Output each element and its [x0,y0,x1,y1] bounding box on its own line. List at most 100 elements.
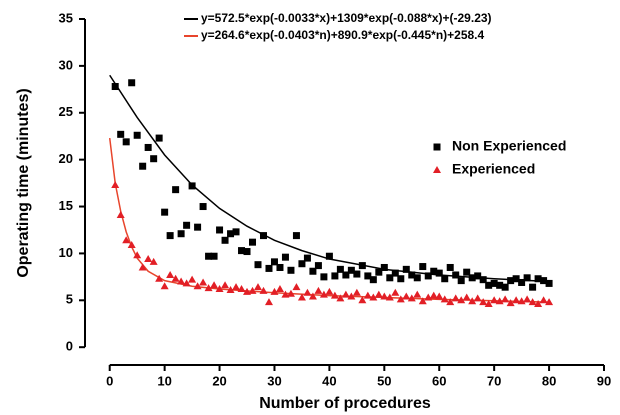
point [319,290,328,298]
point [375,268,383,276]
point [221,281,230,289]
point [435,269,443,277]
point [413,290,422,298]
point [429,291,438,299]
point [166,232,174,240]
point [463,268,471,276]
point [451,294,460,302]
point [232,283,241,291]
point [210,281,219,289]
point [446,298,455,306]
point [468,274,476,282]
x-tick-label: 30 [267,373,281,388]
point [457,296,466,304]
legend-swatch [433,143,441,151]
point [539,296,548,304]
point [216,226,224,234]
point [122,236,131,244]
point [353,270,361,278]
point [111,180,120,188]
point [232,228,240,236]
point [501,295,510,303]
legend-swatch [433,166,441,173]
point [358,262,366,270]
point [364,272,372,280]
point [193,282,202,290]
point [117,130,125,138]
point [468,297,477,305]
point [341,290,350,298]
point [249,238,257,246]
legend-label: y=572.5*exp(-0.0033*x)+1309*exp(-0.088*x… [201,11,492,25]
point [540,277,548,285]
point [204,284,213,292]
legend-label: y=264.6*exp(-0.0403*n)+890.9*exp(-0.445*… [201,28,485,42]
point [545,298,554,306]
point [386,274,394,282]
point [485,281,493,289]
x-tick-label: 40 [322,373,336,388]
point [523,274,531,282]
point [221,236,229,244]
point [264,298,273,306]
point [161,208,169,216]
point [292,283,301,291]
point [347,292,356,300]
point [243,248,251,256]
point [490,296,499,304]
point [545,279,553,287]
point [199,278,208,286]
x-tick-label: 0 [106,373,113,388]
point [287,266,295,274]
point [122,138,130,146]
point [265,264,273,272]
point [413,274,421,282]
point [490,279,498,287]
point [424,293,433,301]
point [325,287,334,295]
point [529,283,537,291]
x-axis-title: Number of procedures [259,395,431,412]
point [259,232,267,240]
point [507,277,515,285]
x-tick-label: 60 [432,373,446,388]
y-tick-label: 5 [66,292,73,307]
point [534,275,542,283]
x-tick-label: 80 [542,373,556,388]
point [177,277,186,285]
x-tick-label: 20 [212,373,226,388]
point [391,269,399,277]
point [385,293,394,301]
point [303,288,312,296]
point [160,282,169,290]
point [128,79,136,87]
x-tick-label: 70 [487,373,501,388]
point [270,287,279,295]
point [446,263,454,271]
point [325,252,333,260]
point [380,263,388,271]
point [116,210,125,218]
point [194,223,202,231]
point [210,252,218,260]
point [199,203,207,211]
x-tick-label: 90 [597,373,611,388]
point [534,300,543,308]
point [408,271,416,279]
y-tick-label: 0 [66,339,73,354]
point [347,266,355,274]
point [352,288,361,296]
point [298,260,306,268]
y-tick-label: 25 [59,104,73,119]
point [281,253,289,261]
point [407,294,416,302]
point [149,257,158,265]
point [138,263,147,271]
point [188,182,196,190]
point [474,272,482,280]
point [452,271,460,279]
point [111,83,119,91]
fit-curve [109,74,550,283]
point [177,230,185,238]
